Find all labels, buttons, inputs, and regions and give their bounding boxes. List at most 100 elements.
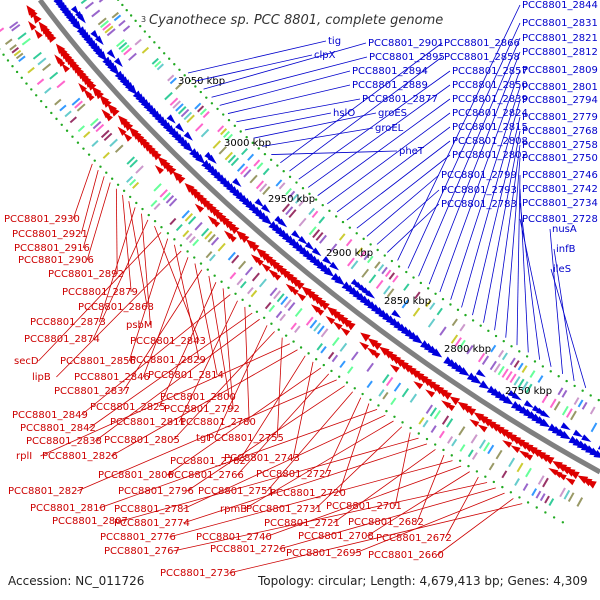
gene-label: PCC8801_2838 xyxy=(26,436,102,447)
gene-label: PCC8801_2810 xyxy=(30,503,106,514)
gene-arrow xyxy=(85,91,95,102)
feature-mark xyxy=(573,397,580,405)
feature-mark xyxy=(319,234,327,244)
gene-label: PCC8801_2806 xyxy=(98,470,174,481)
feature-mark xyxy=(427,318,436,328)
gene-label: PCC8801_2895 xyxy=(369,52,445,63)
feature-mark xyxy=(489,360,497,371)
gene-label: PCC8801_2743 xyxy=(224,453,300,464)
ring-dot xyxy=(299,346,303,349)
gene-arrow xyxy=(297,235,308,245)
feature-mark xyxy=(488,462,495,471)
feature-mark xyxy=(291,193,299,201)
ring-dot xyxy=(369,398,372,401)
gene-label: PCC8801_2708 xyxy=(298,531,374,542)
feature-mark xyxy=(113,14,122,22)
gene-arrow xyxy=(329,261,339,271)
gene-arrow xyxy=(323,267,334,277)
gene-arrow xyxy=(469,419,480,428)
ring-dot xyxy=(128,195,132,199)
ring-dot xyxy=(322,363,325,367)
gene-label: PCC8801_2844 xyxy=(522,0,598,11)
label-leader-lines xyxy=(38,4,587,574)
leader-line xyxy=(172,331,275,441)
feature-mark xyxy=(388,272,396,280)
feature-mark xyxy=(329,243,338,253)
gene-label: PCC8801_2916 xyxy=(14,243,90,254)
ring-dot xyxy=(87,153,91,156)
gene-arrow xyxy=(277,218,288,228)
feature-mark xyxy=(561,389,568,398)
gene-arrow xyxy=(425,389,436,398)
ring-dot xyxy=(525,355,529,358)
feature-mark xyxy=(525,467,532,478)
gene-label: ileS xyxy=(553,264,571,275)
feature-mark xyxy=(253,159,261,167)
feature-mark xyxy=(229,272,237,280)
feature-mark xyxy=(339,342,348,352)
ring-dot xyxy=(270,322,273,325)
leader-line xyxy=(94,318,260,442)
gene-arrow xyxy=(502,430,513,440)
ring-dot xyxy=(464,313,467,317)
ring-dot xyxy=(314,358,318,361)
ring-dot xyxy=(494,334,498,338)
gene-arrow xyxy=(311,247,322,257)
ring-dot xyxy=(426,287,430,290)
gene-label: PCC8801_2776 xyxy=(100,532,176,543)
ring-dot xyxy=(248,304,251,308)
feature-mark xyxy=(414,291,421,300)
ring-dot xyxy=(116,183,120,187)
gene-arrow xyxy=(86,80,97,91)
gene-label: PCC8801_2781 xyxy=(114,504,190,515)
leader-line xyxy=(428,51,521,285)
gene-label: PCC8801_2839 xyxy=(452,94,528,105)
feature-mark xyxy=(487,444,495,455)
feature-mark xyxy=(103,132,113,142)
gene-label: PCC8801_2857 xyxy=(452,66,528,77)
feature-mark xyxy=(275,310,283,319)
feature-mark xyxy=(356,247,363,255)
gene-arrow xyxy=(166,165,177,176)
ring-dot xyxy=(337,375,341,378)
gene-arrow xyxy=(518,440,530,450)
feature-mark xyxy=(4,38,13,45)
gene-label: groES xyxy=(378,108,407,119)
feature-mark xyxy=(202,111,210,119)
feature-mark xyxy=(318,216,326,224)
gene-label: PCC8801_2801 xyxy=(522,82,598,93)
leader-line xyxy=(236,373,330,476)
feature-mark xyxy=(581,401,588,410)
gene-arrow xyxy=(502,440,513,448)
feature-mark xyxy=(467,449,474,458)
feature-mark xyxy=(247,286,254,295)
gene-label: PCC8801_2889 xyxy=(352,80,428,91)
scale-tick-label: 2950 kbp xyxy=(268,194,315,205)
gene-label: pheT xyxy=(399,146,425,157)
leader-line xyxy=(92,219,149,340)
leader-line xyxy=(266,391,353,492)
gene-arrow xyxy=(47,32,57,43)
feature-mark xyxy=(236,163,246,172)
feature-mark xyxy=(109,138,118,147)
accession-text: Accession: NC_011726 xyxy=(8,574,145,588)
ring-dot xyxy=(44,105,48,109)
feature-mark xyxy=(13,49,22,57)
feature-mark xyxy=(102,22,112,31)
leader-line xyxy=(416,454,445,523)
feature-mark xyxy=(278,182,286,190)
feature-mark xyxy=(450,334,459,344)
feature-mark xyxy=(243,168,252,178)
feature-mark xyxy=(549,398,557,409)
title-marker: 3 xyxy=(141,15,146,24)
gene-arrow xyxy=(465,407,477,416)
leader-line xyxy=(98,207,136,323)
leader-line xyxy=(111,349,298,457)
leader-line xyxy=(38,232,162,362)
ring-dot xyxy=(456,308,460,312)
gene-arrow xyxy=(113,57,123,68)
gene-arrow xyxy=(194,203,205,213)
gene-arrow xyxy=(97,51,108,62)
gene-arrow xyxy=(103,111,113,122)
